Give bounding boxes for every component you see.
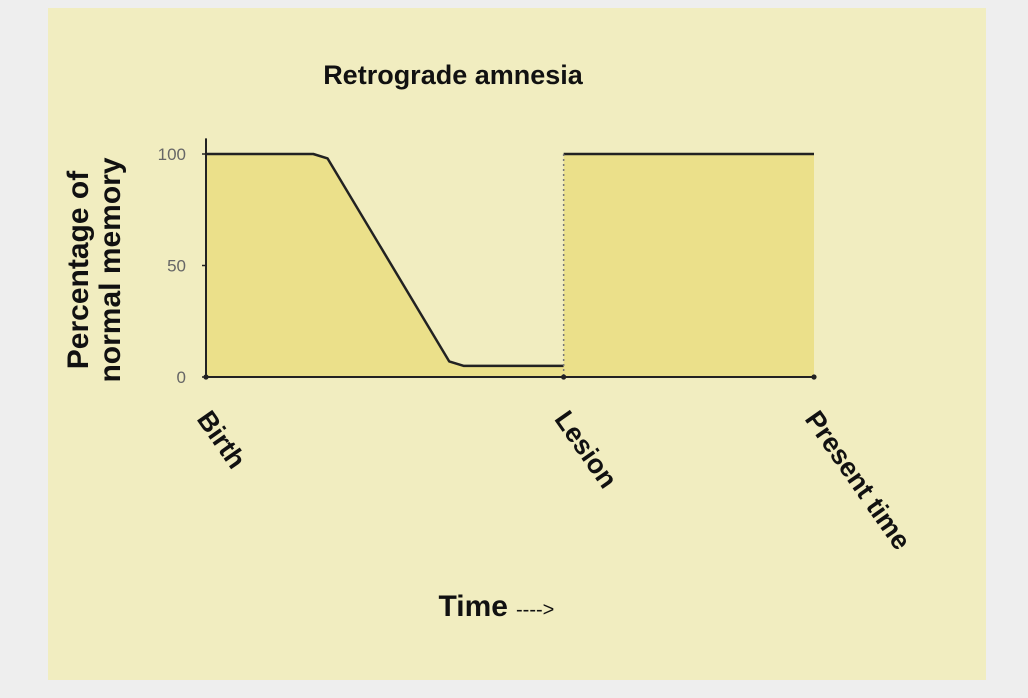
chart: Retrograde amnesia Percentage of normal … — [62, 60, 917, 623]
y-tick-label: 100 — [158, 145, 186, 164]
series-line-before-lesion — [206, 152, 564, 368]
x-tick-dot — [811, 374, 817, 380]
area-fill-after-lesion — [563, 154, 814, 377]
x-category-label: Lesion — [549, 405, 623, 493]
x-tick-dot — [203, 374, 209, 380]
x-category-label: Birth — [191, 405, 252, 474]
x-tick-dot — [561, 374, 567, 380]
y-tick-label: 0 — [177, 368, 186, 387]
y-axis-label-line-2: normal memory — [94, 157, 127, 382]
plot-area: 0 50 100 Birth Lesion Present time — [158, 138, 917, 555]
x-axis-label: Time — [439, 590, 508, 623]
y-tick-label: 50 — [167, 257, 186, 276]
chart-title: Retrograde amnesia — [323, 60, 584, 90]
slide-panel: Retrograde amnesia Percentage of normal … — [48, 8, 986, 680]
x-axis-arrow: ----> — [516, 599, 554, 621]
y-axis-label-line-1: Percentage of — [62, 170, 95, 369]
area-fill-before-lesion — [206, 154, 564, 377]
y-axis-label: Percentage of normal memory — [62, 157, 127, 382]
x-category-label: Present time — [799, 405, 917, 555]
